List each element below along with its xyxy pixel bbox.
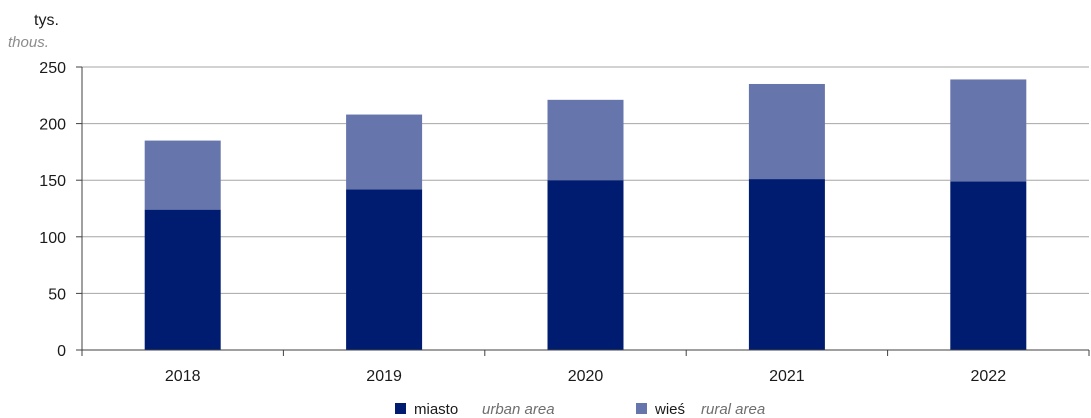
y-unit-label-en: thous. [8,34,49,51]
bar-rural-2020 [547,99,624,181]
bar-urban-2018 [144,209,221,350]
x-tick-label: 2020 [568,368,604,385]
legend-label-rural-en: rural area [701,401,765,418]
bar-rural-2022 [950,79,1027,182]
legend-label-rural: wieś [654,401,685,418]
bar-urban-2019 [346,189,423,350]
y-unit-label: tys. [34,12,59,29]
x-tick-label: 2021 [769,368,805,385]
legend-label-urban-en: urban area [482,401,555,418]
x-tick-label: 2018 [165,368,201,385]
y-tick-label: 200 [39,117,66,134]
tick-labels: 0 50 100 150 200 250 2018 2019 2020 2021 2022 [39,60,1006,385]
y-tick-label: 150 [39,173,66,190]
bar-urban-2021 [748,179,825,350]
legend-swatch-rural [636,403,647,414]
legend-label-urban: miasto [414,401,458,418]
y-tick-label: 250 [39,60,66,77]
legend: miasto urban area wieś rural area [395,401,765,418]
bar-urban-2020 [547,180,624,350]
x-tick-label: 2019 [366,368,402,385]
legend-swatch-urban [395,403,406,414]
bar-rural-2018 [144,140,221,210]
bars [144,79,1027,350]
y-tick-label: 100 [39,230,66,247]
bar-rural-2019 [346,114,423,190]
axes [76,66,1090,356]
y-tick-label: 50 [48,286,66,303]
x-tick-label: 2022 [971,368,1007,385]
bar-urban-2022 [950,181,1027,350]
y-tick-label: 0 [57,343,66,360]
bar-rural-2021 [748,83,825,180]
